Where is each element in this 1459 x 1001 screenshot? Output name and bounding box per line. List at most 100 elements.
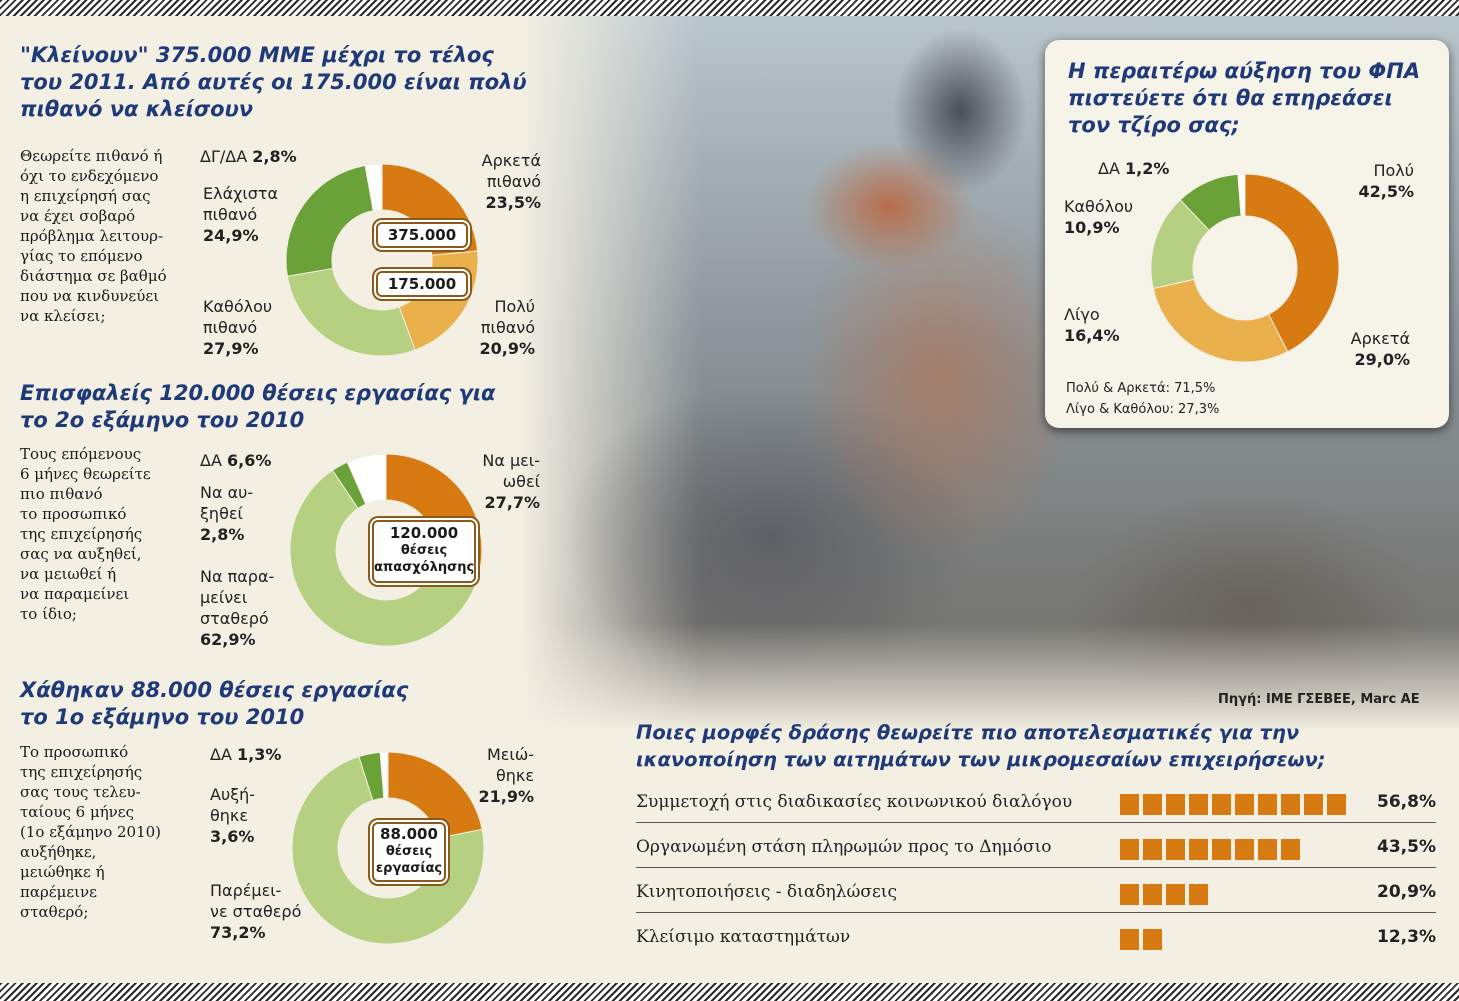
vat-title-line: τον τζίρο σας;	[1068, 113, 1240, 137]
donut-slice-3	[379, 751, 389, 799]
donut-slice-0	[1244, 173, 1340, 353]
vat-title-line: πιστεύετε ότι θα επηρεάσει	[1068, 86, 1393, 110]
label-da-2: ΔΑ 6,6%	[200, 451, 272, 470]
vat-summary-line: Λίγο & Καθόλου: 27,3%	[1066, 402, 1220, 417]
bar-row: Οργανωμένη στάση πληρωμών προς το Δημόσι…	[636, 831, 1436, 868]
bar-segment	[1166, 839, 1185, 860]
donut-slice-1	[289, 469, 482, 647]
bar-segment	[1166, 794, 1185, 815]
label-arketa: Αρκετά πιθανό 23,5%	[481, 151, 541, 212]
question-line: Θεωρείτε πιθανό ή	[20, 147, 163, 165]
bar-value-label: 20,9%	[1377, 882, 1436, 902]
label-da-3: ΔΑ 1,3%	[210, 745, 282, 764]
bar-segment	[1212, 794, 1231, 815]
center-box-175000: 175.000	[376, 271, 468, 297]
label-afxithike: Αυξή-θηκε 3,6%	[210, 785, 256, 846]
label-meiothike: Μειώ-θηκε 21,9%	[478, 745, 534, 806]
label-na-afxithei: Να αυ-ξηθεί 2,8%	[200, 483, 254, 544]
bar-category-label: Κινητοποιήσεις - διαδηλώσεις	[636, 882, 897, 902]
question-line: το ίδιο;	[20, 605, 77, 623]
section2-question: Τους επόμενους 6 μήνες θεωρείτε πιο πιθα…	[20, 444, 151, 624]
bars-title-line: ικανοποίηση των αιτημάτων των μικρομεσαί…	[636, 748, 1326, 771]
donut-slice-3	[346, 453, 387, 505]
bars-title: Ποιες μορφές δράσης θεωρείτε πιο αποτελε…	[636, 719, 1326, 773]
source-note: Πηγή: ΙΜΕ ΓΣΕΒΕΕ, Marc AE	[1218, 692, 1420, 707]
question-line: της επιχείρησής	[20, 763, 143, 781]
section1-title-line: του 2011. Από αυτές οι 175.000 είναι πολ…	[20, 70, 527, 94]
label-vat-poly: Πολύ 42,5%	[1358, 161, 1414, 201]
question-line: να μειωθεί ή	[20, 565, 117, 583]
question-line: παρέμεινε	[20, 883, 97, 901]
bar-segment	[1304, 794, 1323, 815]
section3-title-line: το 1ο εξάμηνο του 2010	[20, 705, 305, 729]
question-line: να κλείσει;	[20, 307, 106, 325]
bar-category-label: Οργανωμένη στάση πληρωμών προς το Δημόσι…	[636, 837, 1052, 857]
closure-donut-chart	[285, 163, 479, 357]
label-elaxista: Ελάχιστα πιθανό 24,9%	[203, 184, 279, 245]
bar-category-label: Κλείσιμο καταστημάτων	[636, 927, 851, 947]
section3-title-line: Χάθηκαν 88.000 θέσεις εργασίας	[20, 678, 409, 702]
donut-slice-3	[285, 164, 374, 277]
bar-row: Συμμετοχή στις διαδικασίες κοινωνικού δι…	[636, 786, 1436, 823]
question-line: της επιχείρησής	[20, 525, 143, 543]
bar-value-label: 12,3%	[1377, 927, 1436, 947]
section1-title-line: "Κλείνουν" 375.000 ΜΜΕ μέχρι το τέλος	[20, 43, 494, 67]
vat-panel	[1045, 40, 1449, 428]
bar-segment	[1281, 839, 1300, 860]
staff-past-donut-chart	[291, 751, 485, 945]
label-poly: Πολύ πιθανό 20,9%	[479, 297, 535, 358]
section3-question: Το προσωπικό της επιχείρησής σας τους τε…	[20, 742, 161, 922]
question-line: μειώθηκε ή	[20, 863, 105, 881]
label-katholou: Καθόλου πιθανό 27,9%	[203, 297, 273, 358]
bar-segment	[1166, 884, 1185, 905]
question-line: Τους επόμενους	[20, 445, 142, 463]
center-box-88000: 88.000 θέσεις εργασίας	[372, 822, 446, 882]
center-line: θέσεις	[385, 844, 433, 859]
vat-donut-chart	[1150, 173, 1340, 363]
bar-segment	[1143, 929, 1162, 950]
bar-segment	[1120, 929, 1139, 950]
bar-segment	[1281, 794, 1300, 815]
center-line: 120.000	[389, 524, 459, 542]
bar-segment	[1235, 794, 1254, 815]
label-vat-katholou: Καθόλου 10,9%	[1064, 197, 1134, 237]
bar-segment	[1235, 839, 1254, 860]
donut-slice-1	[291, 755, 485, 945]
question-line: πιο πιθανό	[20, 485, 103, 503]
label-vat-da: ΔΑ 1,2%	[1098, 159, 1170, 178]
center-box-120000: 120.000 θέσεις απασχόλησης	[372, 520, 476, 583]
question-line: πρόβλημα λειτουρ-	[20, 227, 164, 245]
bar-segment	[1258, 839, 1277, 860]
section1-title: "Κλείνουν" 375.000 ΜΜΕ μέχρι το τέλος το…	[20, 42, 527, 123]
section2-title-line: Επισφαλείς 120.000 θέσεις εργασίας για	[20, 381, 496, 405]
bar-segment	[1189, 839, 1208, 860]
label-na-meiothei: Να μει-ωθεί 27,7%	[482, 451, 540, 512]
vat-title: Η περαιτέρω αύξηση του ΦΠΑ πιστεύετε ότι…	[1068, 58, 1420, 139]
question-line: σας τους τελευ-	[20, 783, 141, 801]
question-line: αυξήθηκε,	[20, 843, 97, 861]
vat-summary: Πολύ & Αρκετά: 71,5% Λίγο & Καθόλου: 27,…	[1066, 378, 1219, 420]
label-dg-da: ΔΓ/ΔΑ 2,8%	[200, 147, 297, 166]
section1-title-line: πιθανό να κλείσουν	[20, 97, 254, 121]
label-vat-ligo: Λίγο 16,4%	[1064, 305, 1120, 345]
label-na-paramenei: Να παρα-μείνει σταθερό 62,9%	[200, 567, 275, 649]
label-paremeine: Παρέμει-νε σταθερό 73,2%	[210, 881, 302, 942]
donut-slice-2	[286, 267, 416, 357]
bar-row: Κλείσιμο καταστημάτων 12,3%	[636, 921, 1436, 957]
donut-slice-4	[364, 163, 383, 212]
question-line: να έχει σοβαρό	[20, 207, 136, 225]
question-line: όχι το ενδεχόμενο	[20, 167, 159, 185]
donut-slice-4	[1237, 173, 1246, 217]
bar-segment	[1143, 839, 1162, 860]
bar-segment	[1189, 884, 1208, 905]
section2-title: Επισφαλείς 120.000 θέσεις εργασίας για τ…	[20, 380, 495, 434]
bar-segment	[1143, 884, 1162, 905]
label-vat-arketa: Αρκετά 29,0%	[1350, 329, 1410, 369]
top-hatched-border	[0, 0, 1459, 16]
question-line: σας να αυξηθεί,	[20, 545, 142, 563]
question-line: να παραμείνει	[20, 585, 130, 603]
bottom-hatched-border	[0, 983, 1459, 1001]
question-line: Το προσωπικό	[20, 743, 129, 761]
question-line: γίας το επόμενο	[20, 247, 143, 265]
